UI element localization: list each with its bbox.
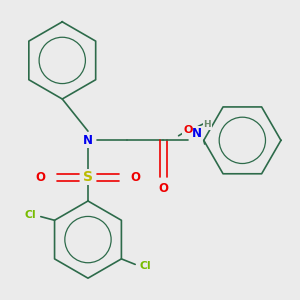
Text: O: O (183, 125, 193, 135)
Text: N: N (83, 134, 93, 147)
Text: N: N (191, 127, 201, 140)
Text: Cl: Cl (140, 261, 151, 271)
Text: O: O (131, 171, 141, 184)
Text: H: H (204, 120, 211, 129)
Text: O: O (158, 182, 168, 195)
Text: Cl: Cl (25, 210, 37, 220)
Text: O: O (35, 171, 45, 184)
Text: S: S (83, 170, 93, 184)
